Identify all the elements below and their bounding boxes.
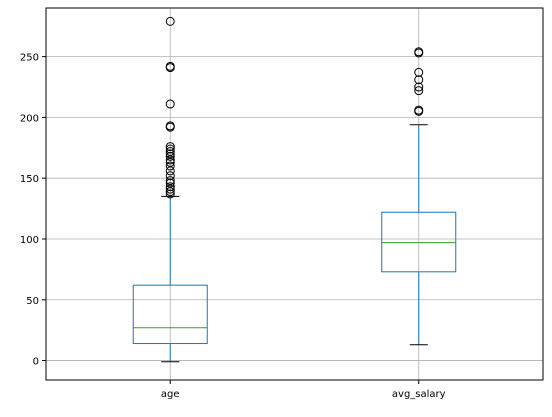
outlier-point: [165, 155, 175, 165]
y-tick-label: 200: [20, 113, 39, 124]
y-tick-label: 250: [20, 53, 39, 64]
axes-frame: [45, 7, 544, 381]
outlier-point: [414, 86, 424, 96]
outlier-point: [165, 157, 175, 167]
outlier-point: [165, 142, 175, 152]
outlier-point: [165, 178, 175, 188]
y-tick-label: 100: [20, 235, 39, 246]
box-group-age: [132, 16, 208, 363]
outlier-point: [414, 82, 424, 92]
outlier-point: [165, 189, 175, 199]
outlier-point: [414, 67, 424, 77]
outlier-point: [165, 166, 175, 176]
outlier-point: [414, 75, 424, 85]
outlier-point: [165, 61, 175, 71]
outlier-point: [165, 176, 175, 186]
grid-layer: [46, 8, 543, 380]
outlier-point: [165, 144, 175, 154]
box-iqr: [132, 284, 208, 345]
outlier-point: [165, 149, 175, 159]
outlier-point: [165, 161, 175, 171]
outlier-point: [165, 171, 175, 181]
outlier-point: [165, 146, 175, 156]
outlier-point: [165, 184, 175, 194]
box-group-avg_salary: [381, 47, 457, 346]
x-tick-label: avg_salary: [392, 389, 446, 400]
outlier-point: [165, 182, 175, 192]
outlier-point: [165, 16, 175, 26]
y-tick-label: 150: [20, 174, 39, 185]
y-tick-label: 0: [33, 357, 39, 368]
outlier-point: [165, 151, 175, 161]
outlier-point: [414, 105, 424, 115]
outlier-point: [165, 99, 175, 109]
axis-layer: 0 50 100 150 200 250 age avg_salary: [20, 7, 544, 400]
outlier-point: [414, 47, 424, 57]
outlier-point: [165, 187, 175, 197]
outlier-point: [165, 121, 175, 131]
x-tick-label: age: [161, 389, 180, 400]
box-layer: [132, 16, 457, 363]
y-tick-label: 50: [26, 296, 39, 307]
box-iqr: [381, 211, 457, 273]
